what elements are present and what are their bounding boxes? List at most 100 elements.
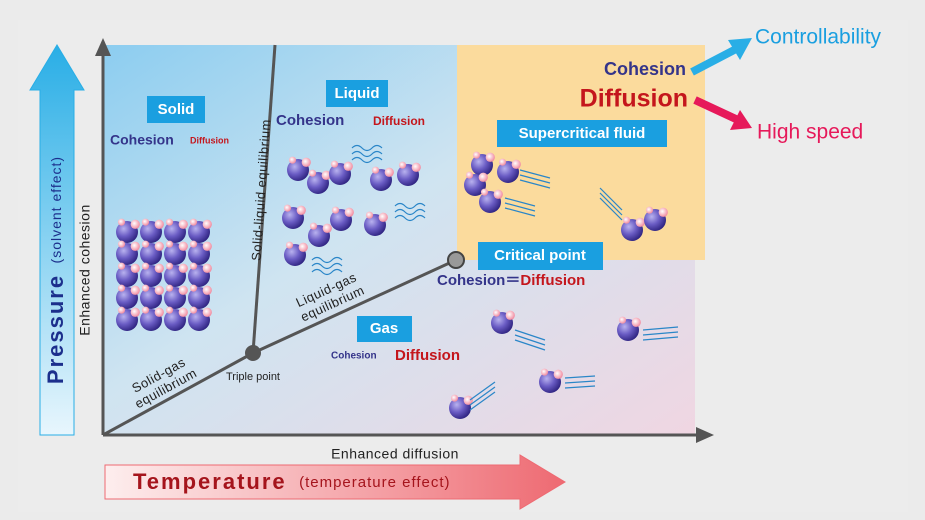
molecule-atom — [202, 219, 212, 229]
molecule-atom — [398, 161, 407, 169]
molecule-atom — [130, 285, 140, 295]
controllability-arrowhead — [728, 38, 752, 60]
motion-wave — [311, 256, 343, 264]
molecule-atom — [450, 394, 459, 402]
liquid-box — [326, 80, 388, 107]
molecule-atom — [117, 218, 126, 226]
molecule-atom — [202, 241, 212, 251]
molecule-atom — [202, 263, 212, 273]
molecules — [116, 144, 679, 419]
temperature-label: Temperature — [133, 469, 287, 494]
legend-high-speed: High speed — [757, 121, 863, 144]
molecule-atom — [330, 160, 339, 168]
molecule-atom — [154, 285, 164, 295]
molecule-atom — [165, 240, 174, 248]
molecule-atom — [344, 207, 354, 217]
molecule-atom — [141, 240, 150, 248]
molecule-atom — [480, 188, 489, 196]
speed-line — [469, 386, 496, 406]
molecule-atom — [141, 218, 150, 226]
molecule-atom — [202, 285, 212, 295]
molecule-atom — [165, 306, 174, 314]
molecule-atom — [288, 156, 297, 164]
molecule-atom — [343, 161, 353, 171]
molecule-atom — [154, 307, 164, 317]
molecule-atom — [511, 159, 521, 169]
solid-box — [147, 96, 205, 123]
molecule-atom — [178, 241, 188, 251]
molecule-atom — [202, 307, 212, 317]
molecule-atom — [331, 206, 340, 214]
x-axis-arrowhead — [696, 427, 714, 443]
critical-point — [447, 251, 465, 269]
speed-line — [564, 375, 596, 379]
molecule-atom — [478, 172, 488, 182]
molecule-atom — [301, 157, 311, 167]
molecule-atom — [371, 166, 380, 174]
molecule-atom — [178, 307, 188, 317]
molecule-atom — [178, 285, 188, 295]
speed-line — [564, 385, 596, 389]
molecule-atom — [645, 206, 654, 214]
molecule-atom — [165, 284, 174, 292]
molecule-atom — [141, 262, 150, 270]
solid-label: Solid — [158, 101, 195, 118]
molecule-atom — [154, 219, 164, 229]
molecule-atom — [154, 241, 164, 251]
molecule-atom — [635, 217, 645, 227]
molecule-atom — [189, 218, 198, 226]
molecule-atom — [384, 167, 394, 177]
solid-liquid-line — [251, 44, 277, 354]
critical-cohesion: Cohesion — [437, 272, 505, 289]
motion-wave — [351, 144, 383, 152]
molecule-atom — [378, 212, 388, 222]
molecule-atom — [308, 169, 317, 177]
temperature-note: (temperature effect) — [299, 474, 450, 491]
molecule-atom — [618, 316, 627, 324]
speed-line — [599, 192, 623, 216]
molecule-atom — [189, 306, 198, 314]
molecule-atom — [485, 152, 495, 162]
supercritical-label: Supercritical fluid — [519, 125, 646, 142]
triple-point-label: Triple point — [226, 371, 280, 383]
molecule-atom — [165, 218, 174, 226]
molecule-atom — [540, 368, 549, 376]
molecule-atom — [498, 158, 507, 166]
y-axis-arrowhead — [95, 38, 111, 56]
molecule-atom — [141, 306, 150, 314]
molecule-atom — [285, 241, 294, 249]
speed-line — [504, 207, 536, 217]
molecule-atom — [493, 189, 503, 199]
motion-wave — [394, 214, 426, 222]
molecule-atom — [322, 223, 332, 233]
critical-point-text: Cohesion＝Diffusion — [437, 272, 585, 289]
molecule-atom — [553, 369, 563, 379]
high-speed-arrowhead — [730, 110, 752, 130]
pressure-label: Pressure — [43, 274, 68, 384]
molecule-atom — [296, 205, 306, 215]
speed-line — [642, 331, 679, 336]
liquid-label: Liquid — [335, 85, 380, 102]
gas-cohesion: Cohesion — [331, 351, 377, 362]
pressure-note: (solvent effect) — [48, 156, 64, 264]
speed-line — [469, 381, 496, 401]
legend-controllability: Controllability — [755, 26, 882, 49]
solid-diffusion: Diffusion — [190, 135, 229, 145]
molecule-atom — [130, 241, 140, 251]
molecule-atom — [165, 262, 174, 270]
molecule-atom — [298, 242, 308, 252]
y-axis-label: Enhanced cohesion — [77, 204, 93, 336]
molecule-atom — [465, 171, 474, 179]
critical-point-box — [478, 242, 603, 270]
critical-equals: ＝ — [505, 272, 520, 289]
liquid-cohesion: Cohesion — [276, 112, 344, 129]
temperature-text: Temperature (temperature effect) — [133, 469, 451, 494]
motion-wave — [394, 202, 426, 210]
speed-line — [519, 179, 551, 189]
x-axis-label: Enhanced diffusion — [331, 446, 459, 462]
molecule-atom — [463, 395, 473, 405]
motion-wave — [351, 156, 383, 164]
motion-wave — [351, 150, 383, 158]
gas-label: Gas — [370, 320, 398, 337]
molecule-atom — [283, 204, 292, 212]
